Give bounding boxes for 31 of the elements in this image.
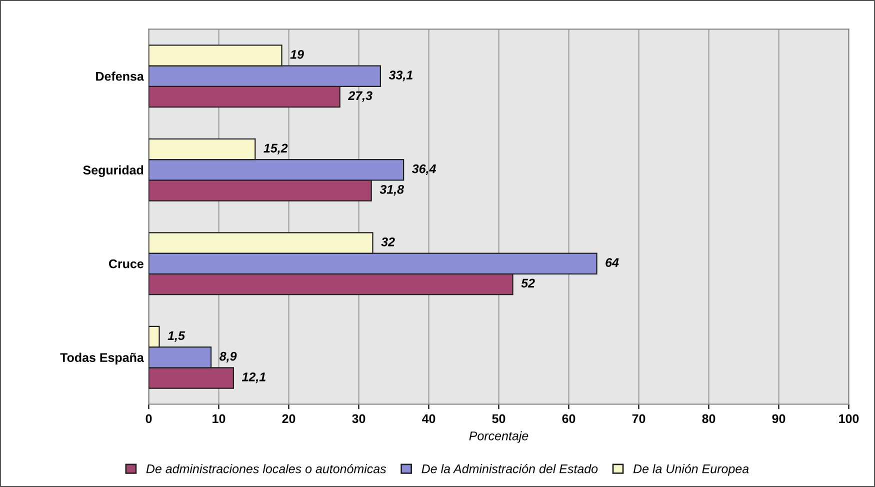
x-tick-label: 70 — [632, 414, 646, 424]
data-label: 15,2 — [264, 144, 288, 154]
x-tick-label: 60 — [562, 414, 576, 424]
legend-label: De la Administración del Estado — [422, 464, 598, 474]
data-label: 64 — [606, 258, 619, 267]
data-label: 52 — [521, 278, 535, 288]
legend-label: De la Unión Europea — [633, 464, 749, 476]
data-label: 12,1 — [242, 372, 266, 384]
data-label: 31,8 — [380, 184, 404, 196]
x-tick-label: 100 — [839, 414, 859, 424]
data-label: 32 — [381, 237, 395, 246]
y-tick-label: Seguridad — [83, 165, 144, 178]
x-axis-title: Porcentaje — [469, 431, 528, 443]
x-tick-label: 90 — [772, 414, 786, 424]
x-tick-label: 30 — [352, 414, 366, 424]
y-tick-label: Defensa — [96, 72, 144, 81]
x-tick-label: 40 — [422, 414, 436, 424]
data-label: 19 — [290, 50, 304, 59]
legend-label: De administraciones locales o autonómicas — [146, 464, 386, 474]
x-tick-label: 50 — [492, 414, 506, 424]
data-label: 27,3 — [348, 91, 372, 102]
data-label: 36,4 — [412, 164, 436, 176]
x-tick-label: 80 — [702, 414, 716, 424]
y-tick-label: Todas España — [60, 352, 144, 364]
data-label: 8,9 — [220, 352, 237, 363]
data-label: 33,1 — [388, 70, 412, 82]
x-tick-label: 10 — [212, 414, 226, 424]
y-tick-label: Cruce — [108, 259, 144, 268]
data-label: 1,5 — [168, 331, 186, 342]
x-tick-label: 20 — [282, 414, 296, 424]
x-tick-label: 0 — [146, 414, 152, 424]
